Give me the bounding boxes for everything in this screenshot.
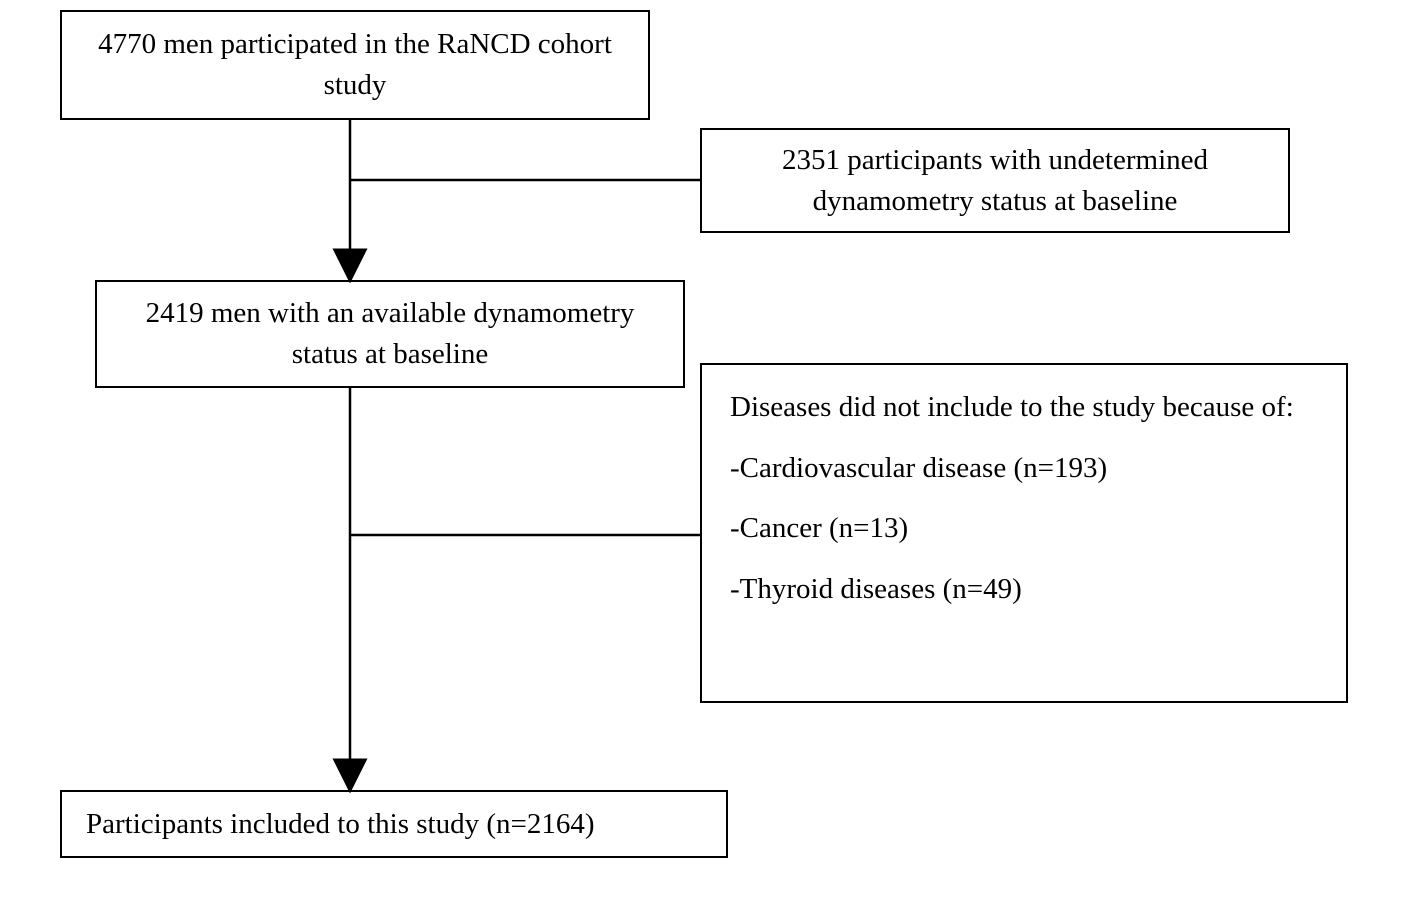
flowchart-node-step2: 2419 men with an available dynamometry s…	[95, 280, 685, 388]
node-final-text: Participants included to this study (n=2…	[86, 804, 595, 845]
flowchart-node-exclude1: 2351 participants with undetermined dyna…	[700, 128, 1290, 233]
flowchart-node-final: Participants included to this study (n=2…	[60, 790, 728, 858]
spacer	[730, 549, 1318, 569]
node-exclude2-line0: Diseases did not include to the study be…	[730, 387, 1318, 428]
node-start-text: 4770 men participated in the RaNCD cohor…	[86, 24, 624, 105]
flowchart-node-exclude2: Diseases did not include to the study be…	[700, 363, 1348, 703]
node-step2-text: 2419 men with an available dynamometry s…	[121, 293, 659, 374]
spacer	[730, 488, 1318, 508]
flowchart-node-start: 4770 men participated in the RaNCD cohor…	[60, 10, 650, 120]
node-exclude1-text: 2351 participants with undetermined dyna…	[726, 140, 1264, 221]
spacer	[730, 428, 1318, 448]
node-exclude2-line2: -Cardiovascular disease (n=193)	[730, 448, 1318, 489]
node-exclude2-line4: -Cancer (n=13)	[730, 508, 1318, 549]
node-exclude2-line6: -Thyroid diseases (n=49)	[730, 569, 1318, 610]
